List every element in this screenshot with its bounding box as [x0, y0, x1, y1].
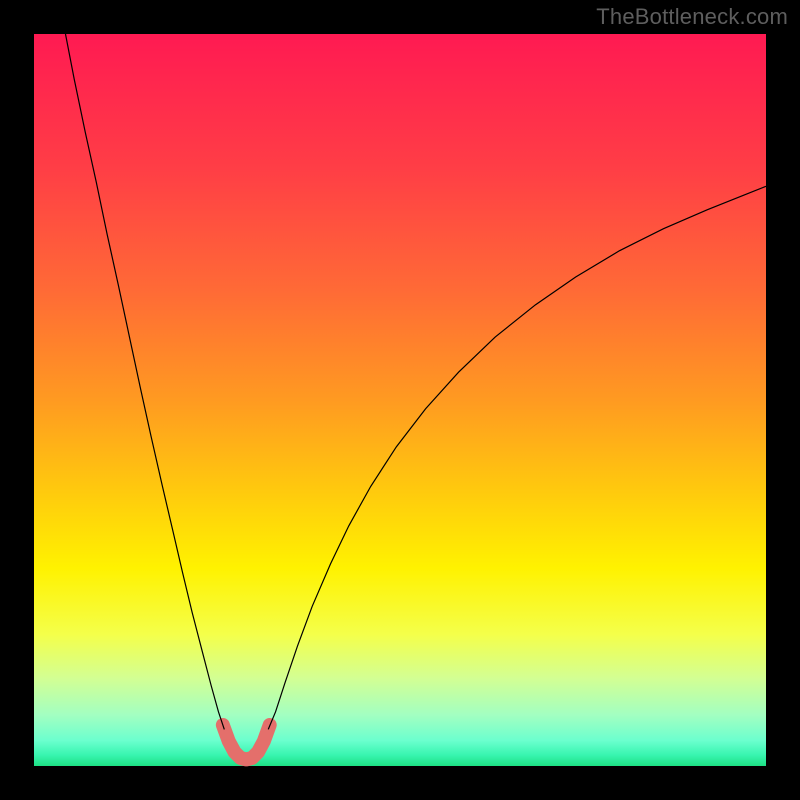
- chart-background: [34, 34, 766, 766]
- bottleneck-chart: [0, 0, 800, 800]
- watermark-text: TheBottleneck.com: [596, 4, 788, 30]
